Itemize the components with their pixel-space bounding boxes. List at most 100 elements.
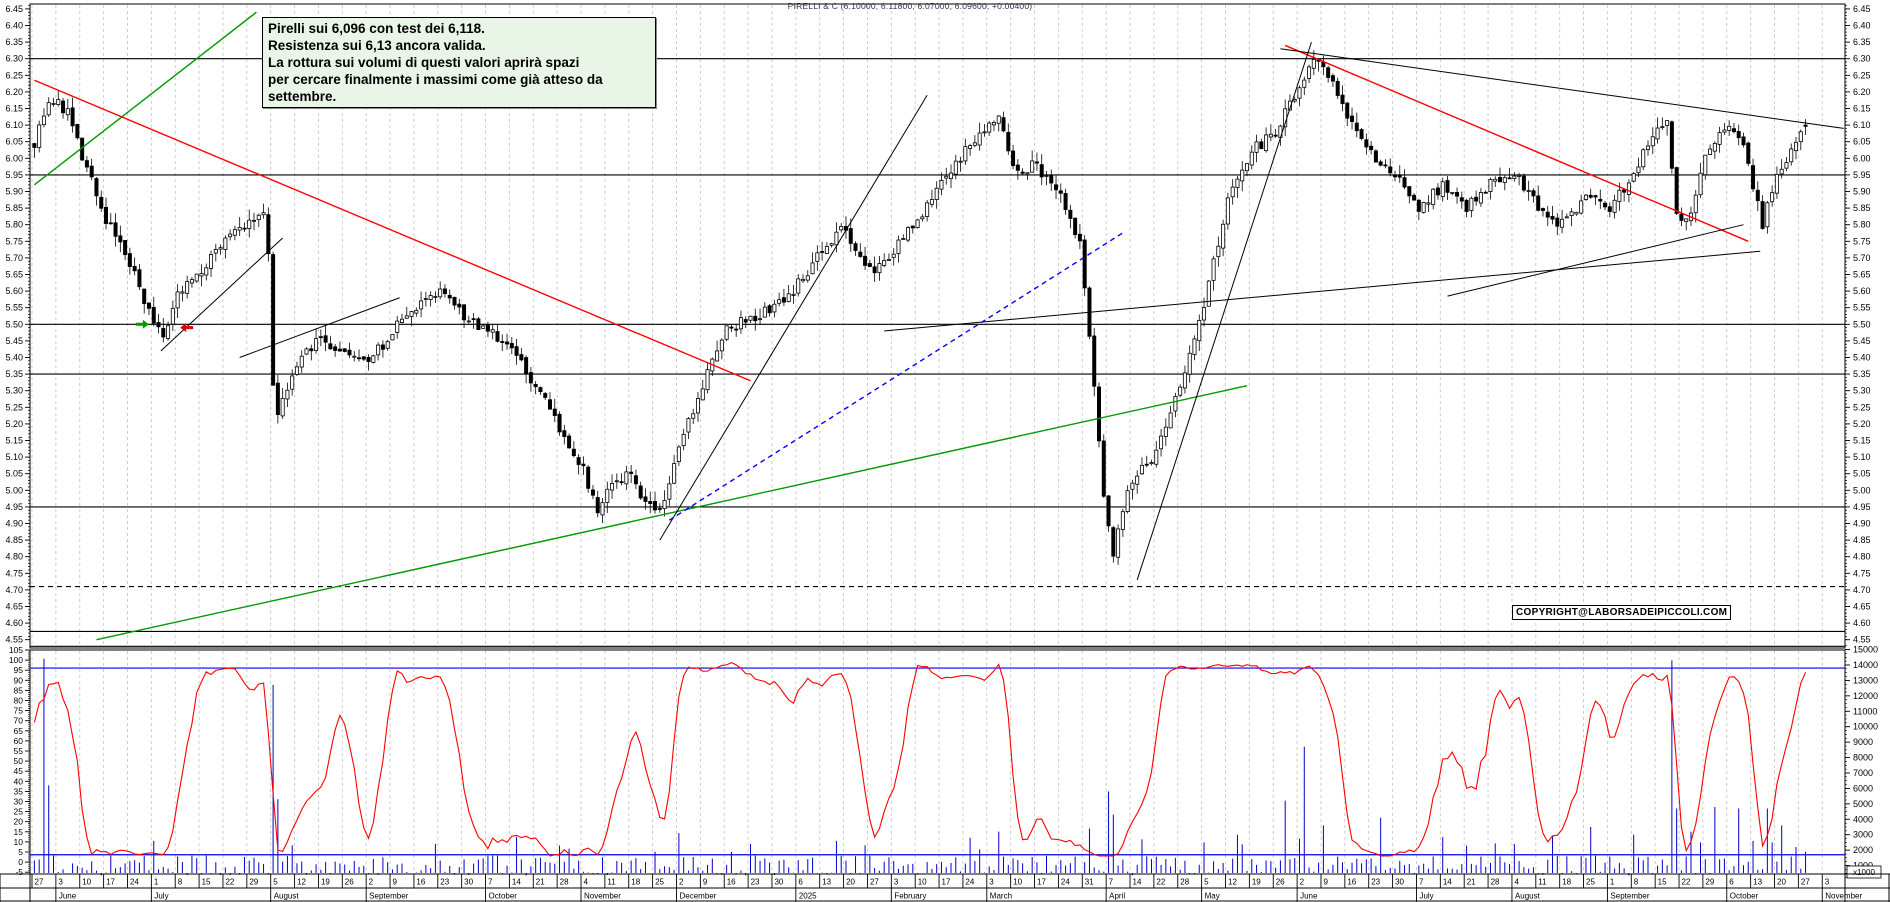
svg-text:x1000: x1000 bbox=[1853, 868, 1875, 877]
copyright-label: COPYRIGHT@LABORSADEIPICCOLI.COM bbox=[1512, 605, 1732, 620]
svg-text:5.90: 5.90 bbox=[1853, 187, 1871, 197]
svg-text:February: February bbox=[894, 892, 926, 901]
svg-text:6.40: 6.40 bbox=[1853, 21, 1871, 31]
svg-text:5.75: 5.75 bbox=[1853, 236, 1871, 246]
svg-text:12000: 12000 bbox=[1853, 691, 1878, 701]
svg-text:6.10: 6.10 bbox=[1853, 120, 1871, 130]
svg-text:28: 28 bbox=[1491, 878, 1500, 887]
svg-text:5.75: 5.75 bbox=[5, 236, 23, 246]
svg-text:5.20: 5.20 bbox=[5, 419, 23, 429]
svg-text:11: 11 bbox=[1538, 878, 1547, 887]
svg-text:6.05: 6.05 bbox=[5, 137, 23, 147]
svg-text:June: June bbox=[1300, 892, 1318, 901]
svg-text:11: 11 bbox=[607, 878, 616, 887]
svg-text:2: 2 bbox=[369, 878, 374, 887]
svg-text:4.70: 4.70 bbox=[1853, 585, 1871, 595]
svg-text:16: 16 bbox=[727, 878, 736, 887]
svg-text:6.00: 6.00 bbox=[5, 153, 23, 163]
svg-text:5: 5 bbox=[1204, 878, 1209, 887]
svg-text:June: June bbox=[59, 892, 77, 901]
svg-text:5.40: 5.40 bbox=[1853, 353, 1871, 363]
svg-text:13000: 13000 bbox=[1853, 675, 1878, 685]
svg-text:9: 9 bbox=[393, 878, 398, 887]
svg-text:6: 6 bbox=[1729, 878, 1734, 887]
svg-text:30: 30 bbox=[464, 878, 473, 887]
svg-text:10: 10 bbox=[918, 878, 927, 887]
svg-text:6.35: 6.35 bbox=[5, 37, 23, 47]
svg-text:15: 15 bbox=[202, 878, 211, 887]
svg-text:6.15: 6.15 bbox=[5, 104, 23, 114]
svg-text:60: 60 bbox=[14, 736, 24, 746]
svg-text:11000: 11000 bbox=[1853, 706, 1877, 716]
svg-text:19: 19 bbox=[321, 878, 330, 887]
svg-text:27: 27 bbox=[35, 878, 44, 887]
svg-text:5.55: 5.55 bbox=[5, 303, 23, 313]
svg-text:4.85: 4.85 bbox=[5, 535, 23, 545]
svg-text:12: 12 bbox=[1228, 878, 1237, 887]
svg-text:13: 13 bbox=[822, 878, 831, 887]
svg-text:5.90: 5.90 bbox=[5, 187, 23, 197]
svg-text:5.40: 5.40 bbox=[5, 353, 23, 363]
svg-text:9000: 9000 bbox=[1853, 737, 1873, 747]
svg-text:2025: 2025 bbox=[799, 892, 817, 901]
svg-text:November: November bbox=[1825, 892, 1862, 901]
svg-text:9: 9 bbox=[703, 878, 708, 887]
svg-text:30: 30 bbox=[1395, 878, 1404, 887]
svg-text:5.00: 5.00 bbox=[5, 485, 23, 495]
svg-text:5.15: 5.15 bbox=[1853, 436, 1871, 446]
svg-text:10000: 10000 bbox=[1853, 722, 1878, 732]
svg-text:30: 30 bbox=[14, 797, 24, 807]
svg-text:6.20: 6.20 bbox=[1853, 87, 1871, 97]
svg-text:November: November bbox=[584, 892, 621, 901]
svg-text:1: 1 bbox=[154, 878, 159, 887]
svg-text:1: 1 bbox=[1610, 878, 1615, 887]
svg-text:5.95: 5.95 bbox=[1853, 170, 1871, 180]
svg-text:17: 17 bbox=[106, 878, 115, 887]
svg-text:5.60: 5.60 bbox=[5, 286, 23, 296]
svg-text:24: 24 bbox=[130, 878, 139, 887]
svg-text:85: 85 bbox=[14, 685, 24, 695]
svg-text:4.55: 4.55 bbox=[5, 635, 23, 645]
svg-text:August: August bbox=[1515, 892, 1541, 901]
svg-text:5.35: 5.35 bbox=[5, 369, 23, 379]
svg-text:3000: 3000 bbox=[1853, 830, 1873, 840]
svg-text:October: October bbox=[489, 892, 518, 901]
svg-text:4.60: 4.60 bbox=[5, 618, 23, 628]
svg-text:5.45: 5.45 bbox=[5, 336, 23, 346]
svg-text:July: July bbox=[1419, 892, 1433, 901]
svg-text:40: 40 bbox=[14, 776, 24, 786]
svg-text:28: 28 bbox=[560, 878, 569, 887]
svg-text:4.80: 4.80 bbox=[1853, 552, 1871, 562]
svg-text:2: 2 bbox=[679, 878, 684, 887]
svg-text:22: 22 bbox=[1682, 878, 1691, 887]
svg-text:5.80: 5.80 bbox=[5, 220, 23, 230]
svg-text:2000: 2000 bbox=[1853, 845, 1873, 855]
annotation-box: Pirelli sui 6,096 con test dei 6,118. Re… bbox=[262, 17, 656, 108]
svg-text:17: 17 bbox=[942, 878, 951, 887]
svg-text:6.30: 6.30 bbox=[1853, 54, 1871, 64]
svg-text:12: 12 bbox=[297, 878, 306, 887]
svg-text:September: September bbox=[369, 892, 408, 901]
svg-text:21: 21 bbox=[1467, 878, 1476, 887]
svg-text:15: 15 bbox=[14, 827, 24, 837]
svg-text:8: 8 bbox=[1634, 878, 1639, 887]
svg-text:17: 17 bbox=[1037, 878, 1046, 887]
svg-text:29: 29 bbox=[1705, 878, 1714, 887]
svg-text:23: 23 bbox=[751, 878, 760, 887]
svg-text:4.95: 4.95 bbox=[5, 502, 23, 512]
svg-text:5.45: 5.45 bbox=[1853, 336, 1871, 346]
svg-text:16: 16 bbox=[1347, 878, 1356, 887]
svg-text:15: 15 bbox=[1658, 878, 1667, 887]
svg-text:5.80: 5.80 bbox=[1853, 220, 1871, 230]
chart-title: PIRELLI & C (6.10000, 6.11800, 6.07000, … bbox=[787, 1, 1033, 11]
svg-text:25: 25 bbox=[1586, 878, 1595, 887]
svg-text:August: August bbox=[274, 892, 300, 901]
svg-text:7: 7 bbox=[1419, 878, 1424, 887]
svg-text:7: 7 bbox=[488, 878, 493, 887]
svg-text:18: 18 bbox=[1562, 878, 1571, 887]
svg-text:28: 28 bbox=[1180, 878, 1189, 887]
svg-text:8: 8 bbox=[178, 878, 183, 887]
svg-text:5.70: 5.70 bbox=[5, 253, 23, 263]
svg-text:18: 18 bbox=[631, 878, 640, 887]
svg-text:5.05: 5.05 bbox=[5, 469, 23, 479]
